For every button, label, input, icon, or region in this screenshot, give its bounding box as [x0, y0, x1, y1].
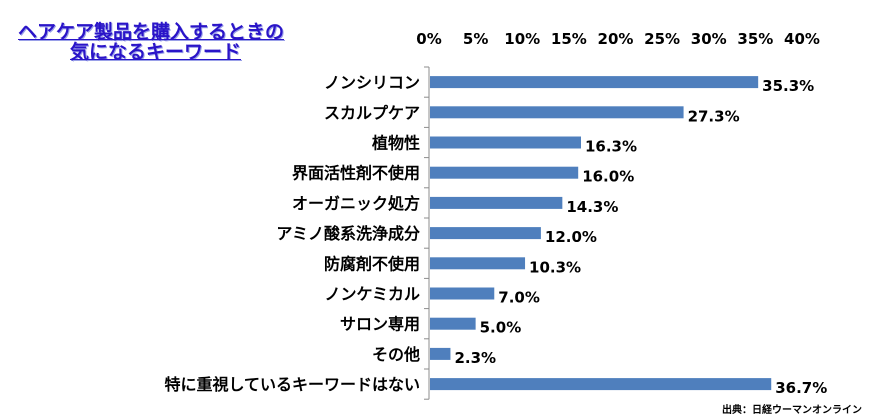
- data-label: 35.3%: [762, 77, 814, 95]
- bar: [430, 347, 451, 360]
- bar: [430, 317, 476, 330]
- category-label: 特に重視しているキーワードはない: [164, 375, 420, 394]
- category-label: アミノ酸系洗浄成分: [276, 224, 420, 243]
- data-label: 10.3%: [529, 258, 581, 276]
- x-tick-label: 20%: [598, 30, 634, 48]
- bar: [430, 287, 495, 300]
- category-label: サロン専用: [340, 315, 420, 334]
- x-tick-label: 15%: [551, 30, 587, 48]
- x-tick-label: 0%: [416, 30, 441, 48]
- category-label: その他: [372, 345, 420, 364]
- bar: [430, 257, 526, 270]
- data-label: 36.7%: [775, 379, 827, 397]
- bar: [430, 136, 581, 149]
- category-label: 界面活性剤不使用: [292, 164, 420, 183]
- data-label: 16.3%: [585, 138, 637, 156]
- data-label: 7.0%: [498, 289, 540, 307]
- x-tick-label: 5%: [463, 30, 488, 48]
- data-label: 27.3%: [688, 107, 740, 125]
- category-label: 防腐剤不使用: [324, 254, 420, 273]
- data-label: 16.0%: [582, 168, 634, 186]
- x-tick-label: 40%: [784, 30, 820, 48]
- data-label: 14.3%: [566, 198, 618, 216]
- category-label: オーガニック処方: [292, 194, 420, 213]
- bar: [430, 227, 541, 240]
- bar: [430, 196, 563, 209]
- chart-title-line1: ヘアケア製品を購入するときの: [18, 21, 285, 43]
- x-tick-label: 10%: [504, 30, 540, 48]
- data-label: 2.3%: [454, 349, 496, 367]
- bar: [430, 106, 684, 119]
- bar: [430, 76, 759, 89]
- category-label: ノンシリコン: [324, 73, 420, 92]
- chart-title: ヘアケア製品を購入するときの 気になるキーワード: [18, 22, 284, 62]
- x-tick-label: 30%: [691, 30, 727, 48]
- bar: [430, 378, 772, 391]
- category-label: スカルプケア: [324, 103, 420, 122]
- chart-title-line2: 気になるキーワード: [70, 41, 242, 63]
- bar: [430, 166, 579, 179]
- x-tick-label: 25%: [644, 30, 680, 48]
- category-label: 植物性: [371, 134, 420, 153]
- category-label: ノンケミカル: [324, 285, 420, 304]
- source-credit: 出典：日経ウーマンオンライン: [722, 405, 862, 416]
- x-tick-label: 35%: [737, 30, 773, 48]
- data-label: 12.0%: [545, 228, 597, 246]
- data-label: 5.0%: [480, 319, 522, 337]
